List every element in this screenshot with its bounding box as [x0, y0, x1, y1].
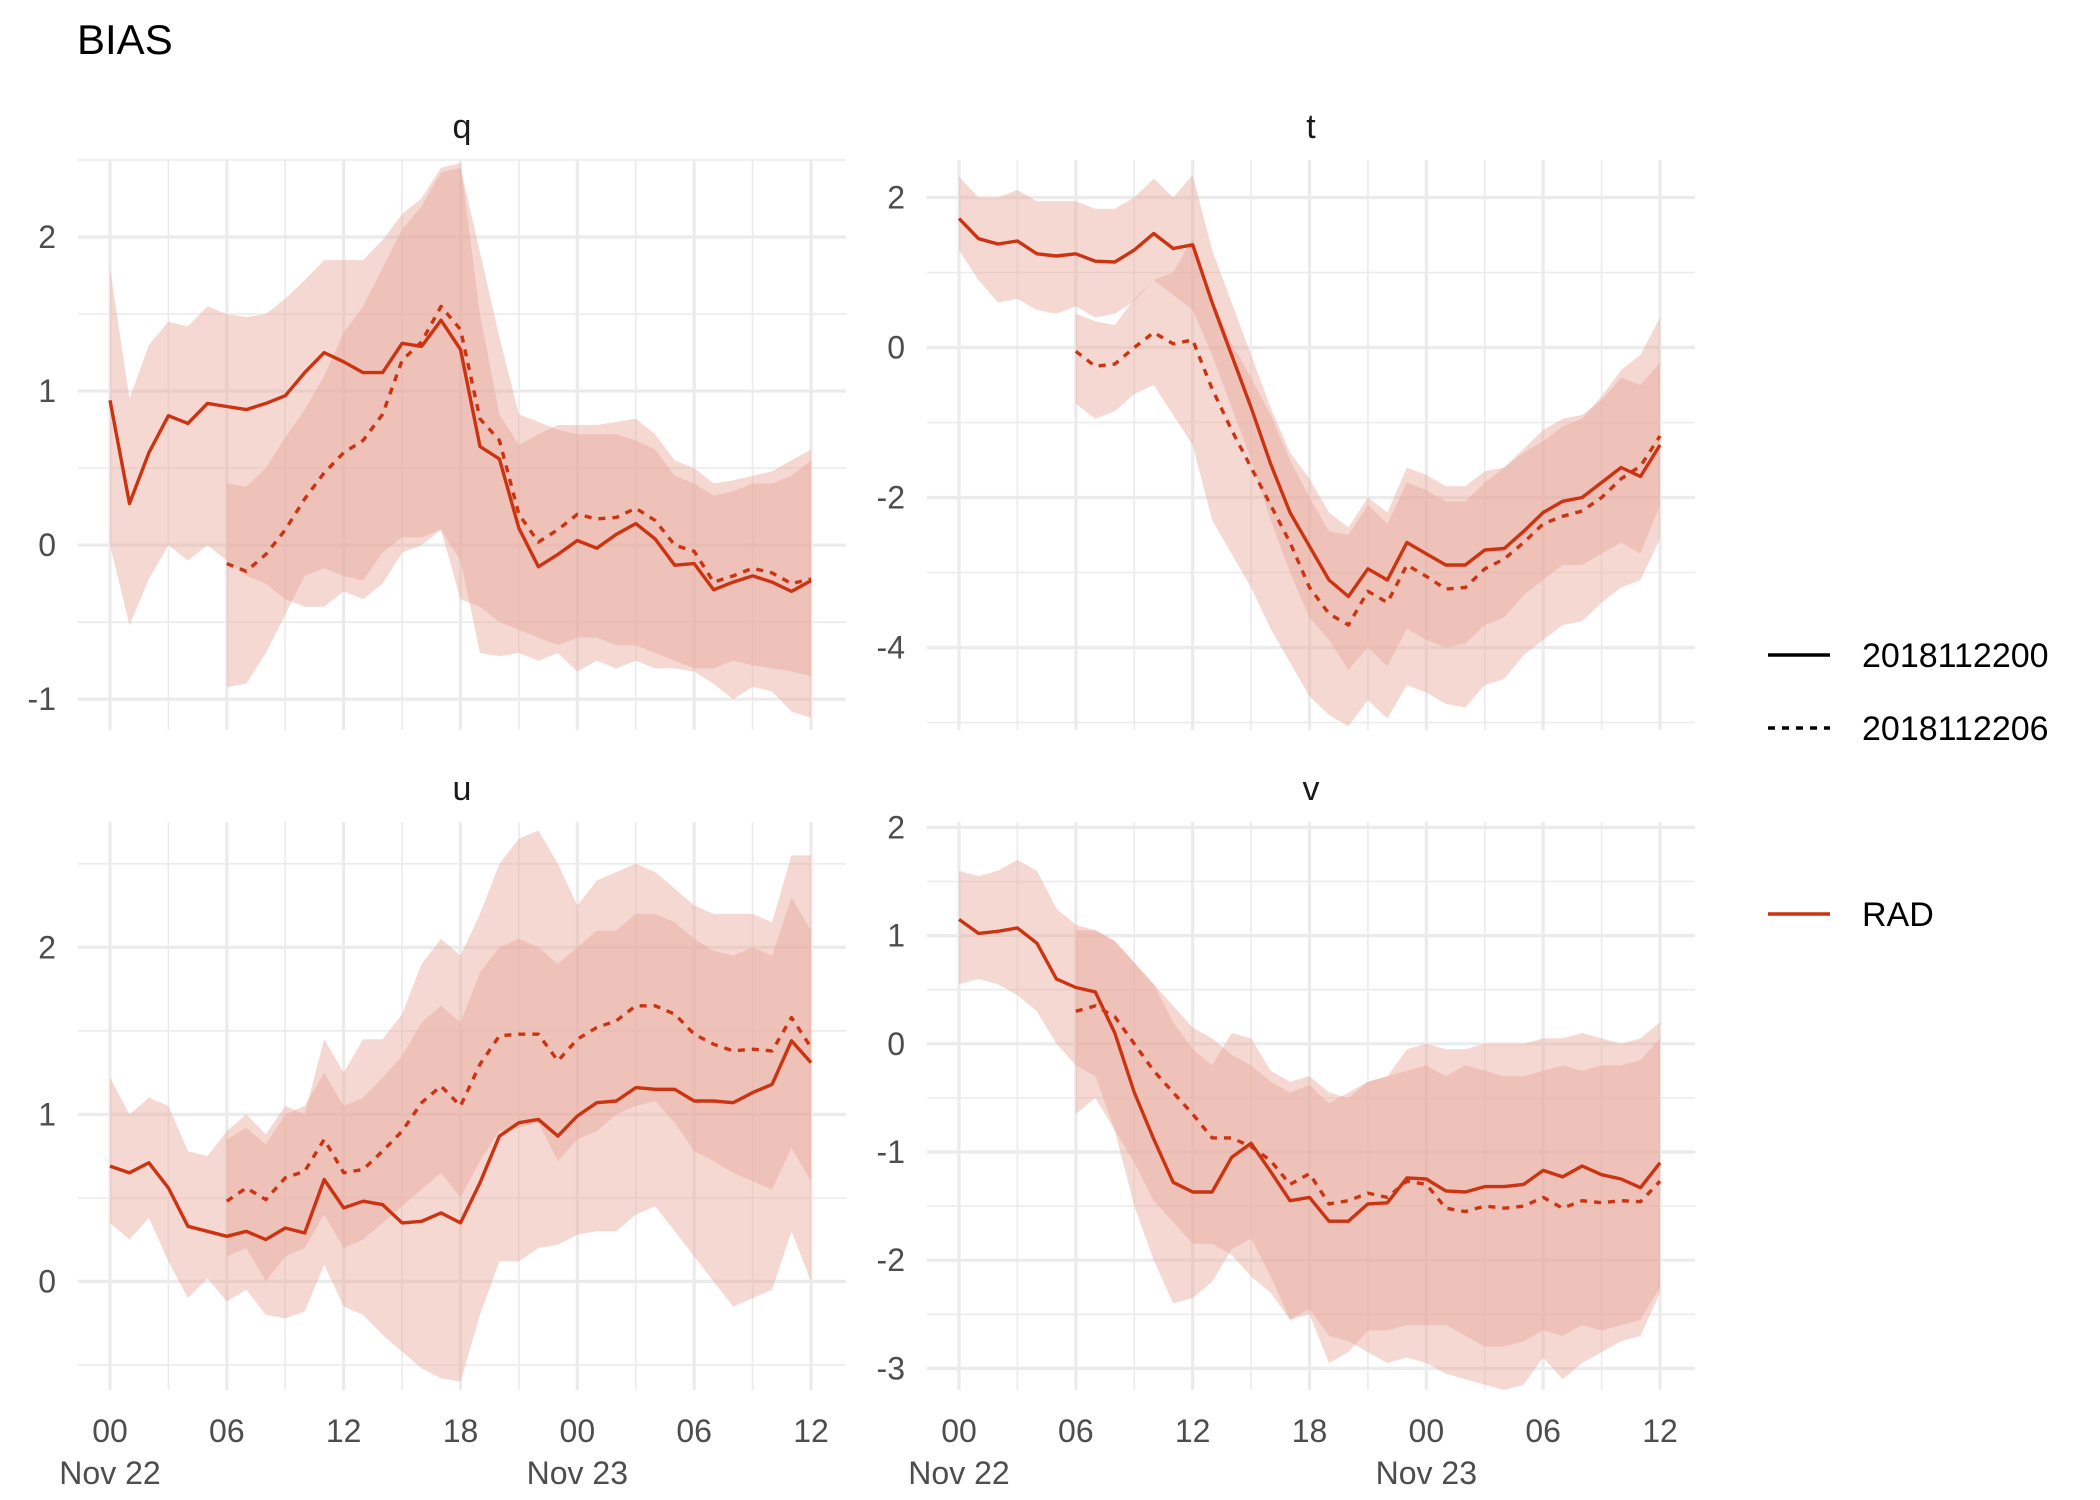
x-tick-label: 06	[1058, 1413, 1094, 1449]
x-tick-label: Nov 23	[527, 1455, 628, 1491]
y-tick-label: 1	[38, 1096, 56, 1132]
y-tick-label: 2	[38, 929, 56, 965]
panel-strip-q: q	[453, 108, 472, 146]
x-tick-label: 12	[793, 1413, 829, 1449]
x-tick-label: 00	[941, 1413, 977, 1449]
x-tick-label: 12	[1175, 1413, 1211, 1449]
y-tick-label: 0	[38, 527, 56, 563]
series-line-u-2018112200	[109, 1039, 813, 1242]
panel-t: t -4 -2 0 2	[877, 108, 1695, 730]
y-tick-label: 0	[38, 1263, 56, 1299]
series-line-q-2018112200	[108, 318, 812, 594]
legend: 2018112200 2018112206 RAD	[1768, 637, 2049, 934]
series-line-u-2018112206	[225, 1004, 813, 1203]
y-tick-label: 1	[887, 918, 905, 954]
panel-strip-v: v	[1303, 770, 1320, 808]
legend-label-2018112206: 2018112206	[1862, 710, 2049, 748]
x-tick-label: Nov 23	[1376, 1455, 1477, 1491]
ribbon-q-2018112200	[110, 163, 811, 677]
x-tick-label: 18	[1292, 1413, 1328, 1449]
series-line-v-2018112206	[1075, 1004, 1662, 1214]
ribbon-u-2018112200	[110, 830, 811, 1382]
x-tick-label: 12	[1642, 1413, 1678, 1449]
y-tick-label: -2	[877, 1242, 905, 1278]
y-tick-label: -4	[877, 630, 905, 666]
panel-strip-u: u	[453, 770, 472, 808]
y-tick-label: 0	[887, 1026, 905, 1062]
x-tick-label: Nov 22	[59, 1455, 160, 1491]
x-tick-label: 12	[326, 1413, 362, 1449]
y-tick-label: -3	[877, 1350, 905, 1386]
legend-label-RAD: RAD	[1862, 896, 1934, 934]
series-line-v-2018112200	[958, 918, 1662, 1223]
panel-strip-t: t	[1306, 108, 1316, 146]
x-tick-label: 06	[209, 1413, 245, 1449]
x-tick-label: 06	[1525, 1413, 1561, 1449]
x-tick-label: 00	[1409, 1413, 1445, 1449]
ribbon-t-2018112200	[959, 175, 1660, 670]
chart-title: BIAS	[77, 16, 173, 63]
legend-label-2018112200: 2018112200	[1862, 637, 2049, 675]
x-tick-label: 00	[560, 1413, 596, 1449]
x-tick-label: 18	[443, 1413, 479, 1449]
series-line-t-2018112206	[1074, 330, 1662, 627]
x-tick-label: 00	[92, 1413, 128, 1449]
y-tick-label: -1	[877, 1134, 905, 1170]
x-tick-label: 06	[676, 1413, 712, 1449]
ribbon-t-2018112206	[1075, 238, 1660, 727]
y-tick-label: 0	[887, 330, 905, 366]
ribbon-v-2018112206	[1075, 930, 1660, 1390]
ribbon-q-2018112206	[226, 167, 812, 718]
x-tick-label: Nov 22	[908, 1455, 1009, 1491]
panel-q: q -1 0 1 2	[28, 108, 846, 730]
ribbon-v-2018112200	[959, 859, 1660, 1363]
series-line-t-2018112200	[957, 217, 1662, 599]
ribbon-u-2018112206	[226, 897, 812, 1282]
y-tick-label: 2	[38, 219, 56, 255]
y-tick-label: 2	[887, 180, 905, 216]
y-tick-label: -1	[28, 681, 56, 717]
y-tick-label: 2	[887, 809, 905, 845]
y-tick-label: -2	[877, 480, 905, 516]
y-tick-label: 1	[38, 373, 56, 409]
